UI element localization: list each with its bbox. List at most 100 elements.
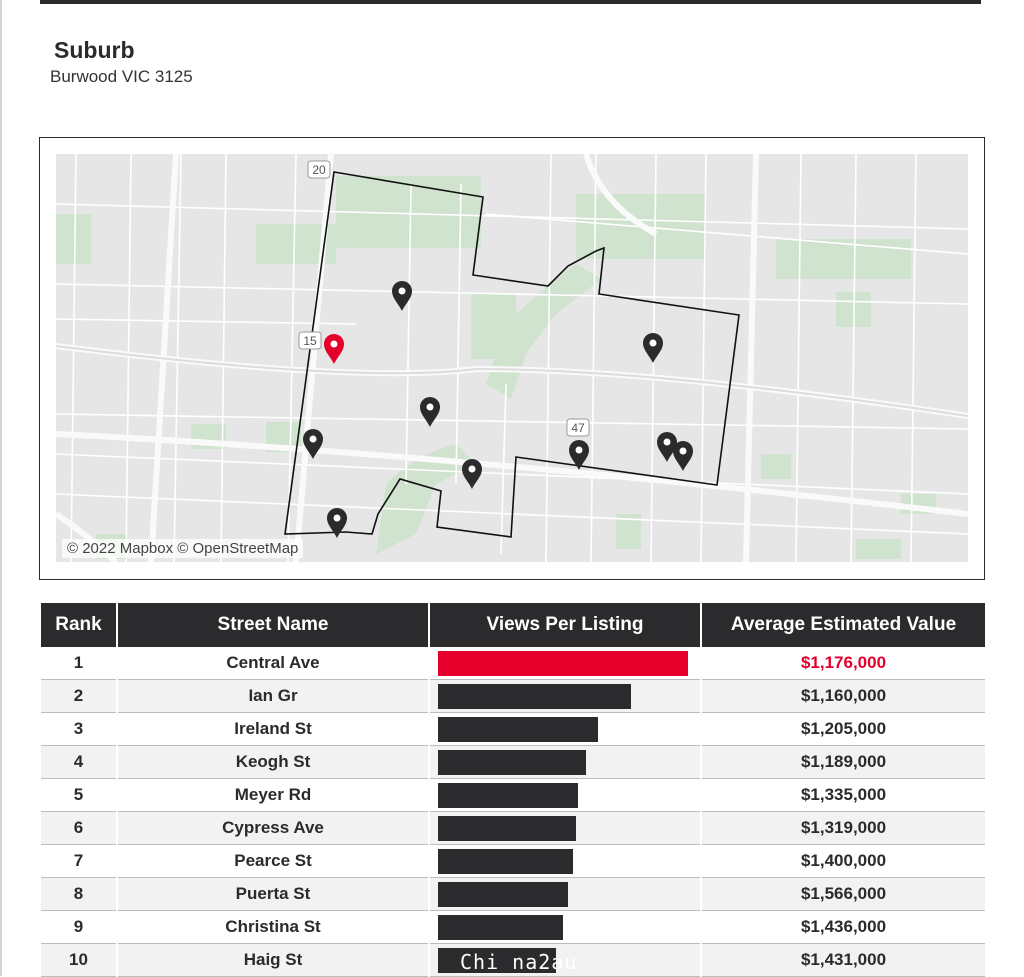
table-row: 3 Ireland St $1,205,000	[41, 713, 985, 746]
views-bar-cell	[430, 911, 700, 944]
table-row: 8 Puerta St $1,566,000	[41, 878, 985, 911]
rank-cell: 5	[41, 779, 116, 812]
rank-cell: 7	[41, 845, 116, 878]
views-bar	[438, 717, 598, 742]
table-row: 7 Pearce St $1,400,000	[41, 845, 985, 878]
views-bar-cell	[430, 680, 700, 713]
views-bar	[438, 948, 556, 973]
average-value-cell: $1,566,000	[702, 878, 985, 911]
page-title: Suburb	[54, 37, 135, 63]
views-bar-track	[430, 713, 700, 745]
table-row: 5 Meyer Rd $1,335,000	[41, 779, 985, 812]
average-value-cell: $1,319,000	[702, 812, 985, 845]
average-value-cell: $1,205,000	[702, 713, 985, 746]
average-value-cell: $1,160,000	[702, 680, 985, 713]
average-value-cell: $1,431,000	[702, 944, 985, 977]
value-column-header: Average Estimated Value	[702, 603, 985, 647]
page-left-rule	[0, 0, 2, 976]
views-bar	[438, 915, 563, 940]
road-shield-15: 15	[298, 331, 322, 350]
map-pin-icon[interactable]	[392, 281, 412, 311]
rank-cell: 4	[41, 746, 116, 779]
views-bar-track	[430, 812, 700, 844]
table-row: 1 Central Ave $1,176,000	[41, 647, 985, 680]
views-bar-track	[430, 878, 700, 910]
suburb-subtitle: Burwood VIC 3125	[50, 67, 193, 86]
average-value-cell: $1,400,000	[702, 845, 985, 878]
road-shield-47-label: 47	[571, 421, 585, 435]
views-bar-cell	[430, 845, 700, 878]
views-bar-cell	[430, 779, 700, 812]
table-row: 2 Ian Gr $1,160,000	[41, 680, 985, 713]
watermark-text: Chi na2au	[460, 950, 578, 974]
street-name-cell: Haig St	[118, 944, 428, 977]
road-shield-20: 20	[307, 160, 331, 179]
views-bar	[438, 783, 578, 808]
views-bar-track	[430, 680, 700, 712]
suburb-boundary	[284, 171, 740, 538]
rank-column-header: Rank	[41, 603, 116, 647]
average-value-cell: $1,189,000	[702, 746, 985, 779]
average-value-cell: $1,436,000	[702, 911, 985, 944]
views-bar	[438, 849, 573, 874]
map-attribution[interactable]: © 2022 Mapbox © OpenStreetMap	[62, 539, 304, 558]
header-rule	[40, 0, 981, 4]
views-bar-track	[430, 911, 700, 943]
map-frame: 20 15 47	[39, 137, 985, 580]
table-row: 10 Haig St $1,431,000	[41, 944, 985, 977]
views-bar-track	[430, 779, 700, 811]
table-row: 9 Christina St $1,436,000	[41, 911, 985, 944]
rank-cell: 8	[41, 878, 116, 911]
street-name-cell: Meyer Rd	[118, 779, 428, 812]
street-column-header: Street Name	[118, 603, 428, 647]
map-pin-icon[interactable]	[462, 459, 482, 489]
map-pin-icon-highlight[interactable]	[324, 334, 344, 364]
road-shield-15-label: 15	[303, 334, 317, 348]
views-bar-cell	[430, 647, 700, 680]
average-value-cell: $1,335,000	[702, 779, 985, 812]
views-bar-track	[430, 944, 700, 976]
map-markers	[303, 281, 693, 538]
views-bar	[438, 750, 586, 775]
views-bar-cell	[430, 878, 700, 911]
views-bar-cell	[430, 944, 700, 977]
views-bar-track	[430, 647, 700, 679]
street-name-cell: Central Ave	[118, 647, 428, 680]
rank-cell: 1	[41, 647, 116, 680]
street-name-cell: Puerta St	[118, 878, 428, 911]
table-row: 4 Keogh St $1,189,000	[41, 746, 985, 779]
map-pin-icon[interactable]	[657, 432, 677, 462]
views-bar	[438, 882, 568, 907]
table-row: 6 Cypress Ave $1,319,000	[41, 812, 985, 845]
street-name-cell: Ian Gr	[118, 680, 428, 713]
views-bar-cell	[430, 812, 700, 845]
map-pin-icon[interactable]	[673, 441, 693, 471]
street-name-cell: Pearce St	[118, 845, 428, 878]
map-pin-icon[interactable]	[569, 440, 589, 470]
table-header-row: Rank Street Name Views Per Listing Avera…	[41, 603, 985, 647]
map-pin-icon[interactable]	[327, 508, 347, 538]
map-pin-icon[interactable]	[420, 397, 440, 427]
views-bar	[438, 651, 688, 676]
rank-cell: 3	[41, 713, 116, 746]
street-name-cell: Ireland St	[118, 713, 428, 746]
table-body: 1 Central Ave $1,176,000 2 Ian Gr $1,160,000 3…	[41, 647, 985, 977]
map-pin-icon[interactable]	[303, 429, 323, 459]
views-bar-cell	[430, 746, 700, 779]
suburb-map[interactable]: 20 15 47	[56, 154, 968, 562]
rank-cell: 6	[41, 812, 116, 845]
map-canvas: 20 15 47	[56, 154, 968, 562]
road-shield-47: 47	[566, 418, 590, 437]
main-roads	[56, 154, 968, 562]
rank-cell: 9	[41, 911, 116, 944]
street-name-cell: Cypress Ave	[118, 812, 428, 845]
highway-centre	[56, 345, 968, 417]
map-pin-icon[interactable]	[643, 333, 663, 363]
rank-cell: 2	[41, 680, 116, 713]
views-bar	[438, 684, 631, 709]
views-bar-track	[430, 746, 700, 778]
views-bar-track	[430, 845, 700, 877]
park-creek-north	[486, 264, 601, 399]
street-name-cell: Christina St	[118, 911, 428, 944]
views-column-header: Views Per Listing	[430, 603, 700, 647]
